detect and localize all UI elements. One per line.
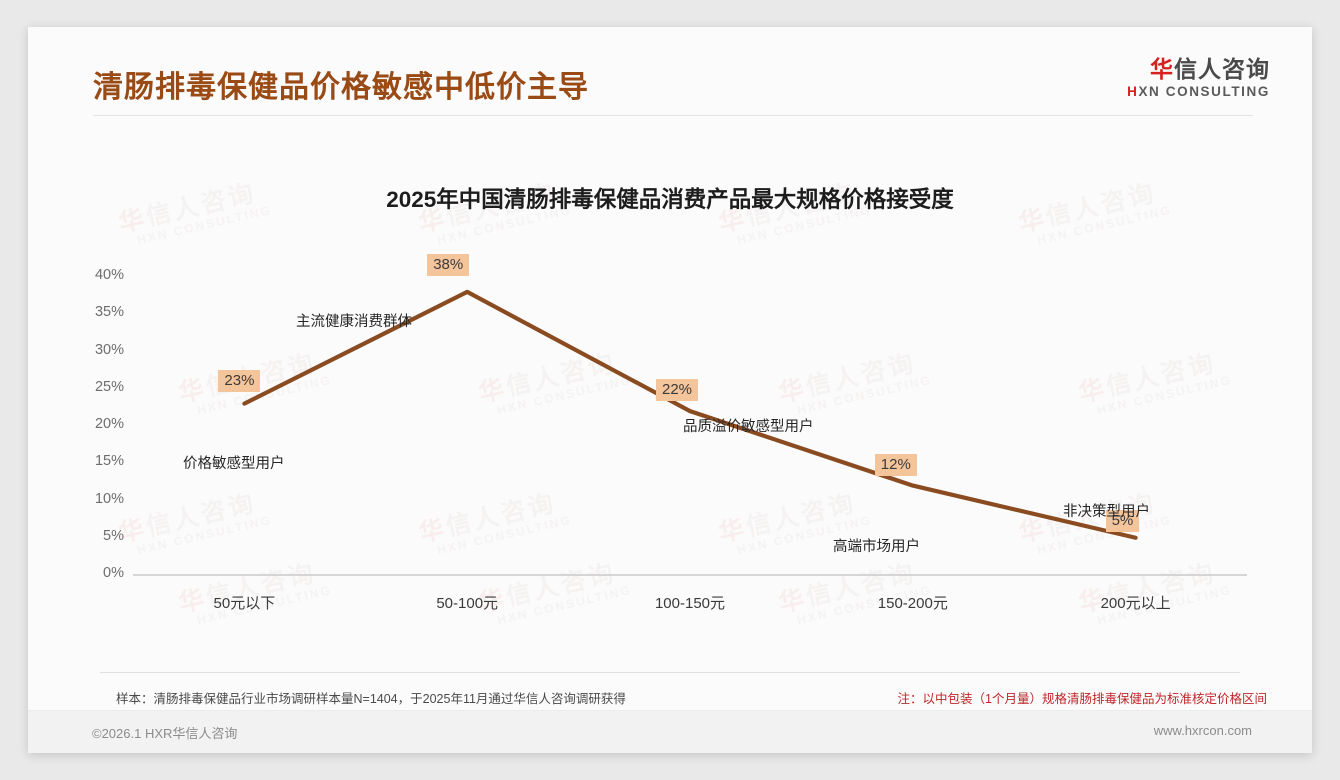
y-axis-tick-label: 5%	[103, 527, 124, 544]
data-point-label: 38%	[427, 253, 470, 276]
chart-title: 2025年中国清肠排毒保健品消费产品最大规格价格接受度	[386, 187, 954, 212]
y-axis-tick-label: 15%	[94, 453, 124, 470]
data-point-label: 23%	[218, 369, 261, 392]
segment-annotation: 价格敏感型用户	[183, 456, 285, 472]
x-axis-tick-label: 50元以下	[213, 595, 276, 612]
logo-chinese-rest: 信人咨询	[1174, 56, 1270, 82]
slide-header: 清肠排毒保健品价格敏感中低价主导 华信人咨询 HXN CONSULTING	[28, 27, 1312, 119]
segment-annotation: 非决策型用户	[1063, 504, 1150, 520]
x-axis-tick-label: 100-150元	[654, 595, 726, 612]
company-logo: 华信人咨询 HXN CONSULTING	[1127, 56, 1270, 99]
segment-annotation: 品质溢价敏感型用户	[683, 419, 814, 435]
slide-card: 华信人咨询 HXN CONSULTING 华信人咨询 HXN CONSULTING 华信…	[28, 27, 1312, 753]
logo-chinese: 华信人咨询	[1127, 56, 1270, 82]
page-title: 清肠排毒保健品价格敏感中低价主导	[93, 71, 589, 104]
website-url[interactable]: www.hxrcon.com	[1153, 723, 1252, 738]
data-series-line	[242, 289, 1138, 540]
logo-english: HXN CONSULTING	[1127, 84, 1270, 99]
segment-annotation: 主流健康消费群体	[296, 314, 412, 330]
x-axis-tick-label: 200元以上	[1100, 595, 1171, 612]
x-axis-tick-label: 150-200元	[877, 595, 948, 612]
y-axis-tick-label: 35%	[94, 304, 124, 321]
y-axis-tick-label: 40%	[94, 267, 124, 283]
data-point-label: 12%	[874, 453, 917, 476]
copyright-text: ©2026.1 HXR华信人咨询	[92, 726, 238, 741]
footer-bar: ©2026.1 HXR华信人咨询 www.hxrcon.com	[28, 710, 1312, 753]
chart-plot	[133, 289, 1247, 576]
logo-hua-glyph: 华	[1150, 56, 1174, 82]
segment-annotation: 高端市场用户	[833, 539, 920, 555]
logo-h-glyph: H	[1127, 84, 1139, 100]
data-point-label: 22%	[656, 379, 699, 402]
y-axis-tick-label: 10%	[94, 490, 124, 507]
y-axis-tick-label: 20%	[94, 416, 124, 432]
header-divider	[93, 115, 1253, 116]
footer-divider	[100, 672, 1240, 673]
y-axis-tick-label: 0%	[103, 565, 124, 581]
x-axis-tick-label: 50-100元	[436, 595, 499, 612]
y-axis-tick-label: 30%	[94, 341, 124, 358]
logo-english-rest: XN CONSULTING	[1138, 84, 1270, 100]
y-axis-tick-label: 25%	[94, 378, 124, 395]
data-point-label: 5%	[1105, 509, 1140, 532]
sample-note: 样本：清肠排毒保健品行业市场调研样本量N=1404，于2025年11月通过华信人…	[116, 692, 626, 706]
methodology-note: 注：以中包装（1个月量）规格清肠排毒保健品为标准核定价格区间	[897, 692, 1267, 706]
